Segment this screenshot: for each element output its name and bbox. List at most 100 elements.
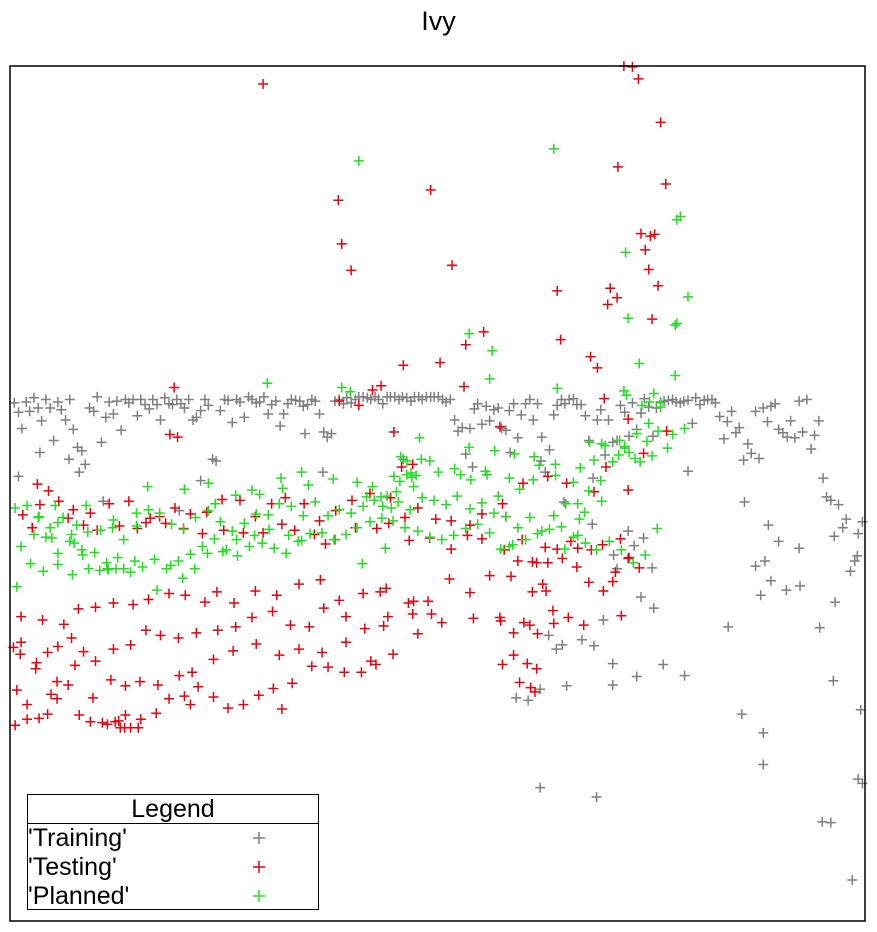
point-planned-75 xyxy=(631,428,642,439)
point-testing-38 xyxy=(459,381,470,392)
point-planned-110 xyxy=(376,513,387,524)
point-training-211 xyxy=(845,566,856,577)
point-testing-261 xyxy=(497,498,508,509)
point-testing-265 xyxy=(588,486,599,497)
chart-title: Ivy xyxy=(421,6,456,36)
point-testing-120 xyxy=(90,656,101,667)
point-training-41 xyxy=(171,394,182,405)
point-planned-32 xyxy=(118,534,129,545)
point-testing-76 xyxy=(557,553,568,564)
point-testing-247 xyxy=(234,495,245,506)
point-planned-5 xyxy=(683,291,694,302)
point-planned-219 xyxy=(142,481,153,492)
point-training-127 xyxy=(512,432,523,443)
point-planned-214 xyxy=(388,471,399,482)
point-testing-62 xyxy=(320,538,331,549)
point-planned-16 xyxy=(552,383,563,394)
point-planned-93 xyxy=(173,556,184,567)
point-testing-197 xyxy=(468,613,479,624)
point-testing-179 xyxy=(69,660,80,671)
point-planned-76 xyxy=(643,418,654,429)
point-training-64 xyxy=(263,408,274,419)
point-testing-176 xyxy=(16,637,27,648)
point-testing-23 xyxy=(660,178,671,189)
point-training-185 xyxy=(742,438,753,449)
point-planned-3 xyxy=(671,214,682,225)
point-planned-115 xyxy=(436,534,447,545)
point-training-229 xyxy=(587,519,598,530)
point-testing-148 xyxy=(63,680,74,691)
point-testing-133 xyxy=(318,603,329,614)
point-planned-106 xyxy=(329,534,340,545)
point-testing-128 xyxy=(230,621,241,632)
point-testing-109 xyxy=(73,603,84,614)
point-planned-99 xyxy=(244,541,255,552)
point-training-258 xyxy=(857,778,868,789)
point-training-179 xyxy=(718,433,729,444)
point-testing-116 xyxy=(42,647,53,658)
point-testing-183 xyxy=(152,680,163,691)
point-training-177 xyxy=(710,397,721,408)
point-training-253 xyxy=(758,727,769,738)
point-training-267 xyxy=(794,543,805,554)
point-planned-151 xyxy=(249,530,260,541)
point-testing-108 xyxy=(90,602,101,613)
point-planned-63 xyxy=(488,508,499,519)
point-testing-195 xyxy=(412,628,423,639)
point-planned-180 xyxy=(489,445,500,456)
point-training-25 xyxy=(108,408,119,419)
point-testing-43 xyxy=(396,461,407,472)
point-planned-104 xyxy=(305,528,316,539)
point-training-273 xyxy=(679,670,690,681)
point-training-251 xyxy=(535,684,546,695)
point-training-32 xyxy=(135,394,146,405)
point-planned-166 xyxy=(528,474,539,485)
point-testing-259 xyxy=(34,499,45,510)
point-planned-191 xyxy=(254,489,265,500)
point-testing-161 xyxy=(238,699,249,710)
point-planned-26 xyxy=(45,522,56,533)
point-testing-159 xyxy=(208,691,219,702)
point-training-259 xyxy=(535,782,546,793)
point-planned-237 xyxy=(559,544,570,555)
point-planned-196 xyxy=(367,481,378,492)
point-planned-137 xyxy=(52,559,63,570)
point-testing-153 xyxy=(120,709,131,720)
point-training-237 xyxy=(739,497,750,508)
point-testing-119 xyxy=(78,646,89,657)
point-planned-159 xyxy=(424,456,435,467)
point-training-272 xyxy=(658,659,669,670)
point-training-165 xyxy=(663,395,674,406)
point-planned-187 xyxy=(131,508,142,519)
point-testing-145 xyxy=(34,713,45,724)
point-training-8 xyxy=(40,394,51,405)
point-planned-4 xyxy=(620,247,631,258)
point-testing-175 xyxy=(514,677,525,688)
point-testing-71 xyxy=(476,533,487,544)
point-testing-203 xyxy=(527,586,538,597)
point-planned-12 xyxy=(484,373,495,384)
point-training-22 xyxy=(96,437,107,448)
point-training-49 xyxy=(203,400,214,411)
point-planned-188 xyxy=(179,484,190,495)
point-testing-99 xyxy=(250,585,261,596)
point-training-159 xyxy=(639,393,650,404)
point-testing-1 xyxy=(333,195,344,206)
point-training-9 xyxy=(45,403,56,413)
legend-label-testing: 'Testing' xyxy=(28,853,117,881)
point-training-123 xyxy=(496,423,507,434)
point-planned-167 xyxy=(550,470,561,481)
point-testing-213 xyxy=(85,716,96,727)
point-training-6 xyxy=(33,403,44,413)
point-testing-220 xyxy=(540,542,551,553)
point-planned-49 xyxy=(323,510,334,521)
point-testing-13 xyxy=(334,396,345,407)
point-training-219 xyxy=(98,496,109,507)
point-testing-255 xyxy=(104,498,115,509)
point-planned-212 xyxy=(653,426,664,437)
point-testing-164 xyxy=(287,678,298,689)
point-planned-28 xyxy=(71,520,82,531)
point-training-250 xyxy=(551,644,562,655)
point-training-248 xyxy=(561,680,572,691)
point-planned-158 xyxy=(408,481,419,492)
